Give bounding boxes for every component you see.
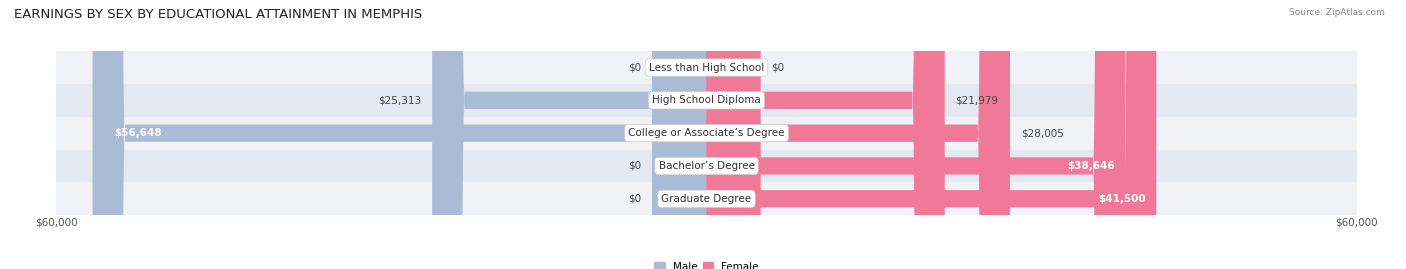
- FancyBboxPatch shape: [93, 0, 707, 269]
- FancyBboxPatch shape: [652, 0, 707, 269]
- FancyBboxPatch shape: [706, 0, 761, 269]
- FancyBboxPatch shape: [432, 0, 707, 269]
- Text: College or Associate’s Degree: College or Associate’s Degree: [628, 128, 785, 138]
- Text: Graduate Degree: Graduate Degree: [661, 194, 752, 204]
- Text: Bachelor’s Degree: Bachelor’s Degree: [658, 161, 755, 171]
- FancyBboxPatch shape: [706, 0, 945, 269]
- Bar: [56, 117, 1357, 150]
- FancyBboxPatch shape: [652, 0, 707, 269]
- Text: $0: $0: [628, 62, 641, 73]
- Text: High School Diploma: High School Diploma: [652, 95, 761, 105]
- Bar: [56, 84, 1357, 117]
- Text: $28,005: $28,005: [1021, 128, 1064, 138]
- Text: EARNINGS BY SEX BY EDUCATIONAL ATTAINMENT IN MEMPHIS: EARNINGS BY SEX BY EDUCATIONAL ATTAINMEN…: [14, 8, 422, 21]
- Bar: [56, 182, 1357, 215]
- FancyBboxPatch shape: [706, 0, 1010, 269]
- Text: $25,313: $25,313: [378, 95, 422, 105]
- Text: Less than High School: Less than High School: [650, 62, 763, 73]
- Text: $56,648: $56,648: [114, 128, 162, 138]
- Bar: [56, 150, 1357, 182]
- Text: $0: $0: [628, 161, 641, 171]
- Legend: Male, Female: Male, Female: [654, 262, 759, 269]
- Bar: [56, 51, 1357, 84]
- Text: $0: $0: [772, 62, 785, 73]
- Text: $41,500: $41,500: [1098, 194, 1146, 204]
- Text: $38,646: $38,646: [1067, 161, 1115, 171]
- FancyBboxPatch shape: [706, 0, 1125, 269]
- FancyBboxPatch shape: [706, 0, 1156, 269]
- Text: Source: ZipAtlas.com: Source: ZipAtlas.com: [1289, 8, 1385, 17]
- Text: $21,979: $21,979: [956, 95, 998, 105]
- Text: $0: $0: [628, 194, 641, 204]
- FancyBboxPatch shape: [652, 0, 707, 269]
